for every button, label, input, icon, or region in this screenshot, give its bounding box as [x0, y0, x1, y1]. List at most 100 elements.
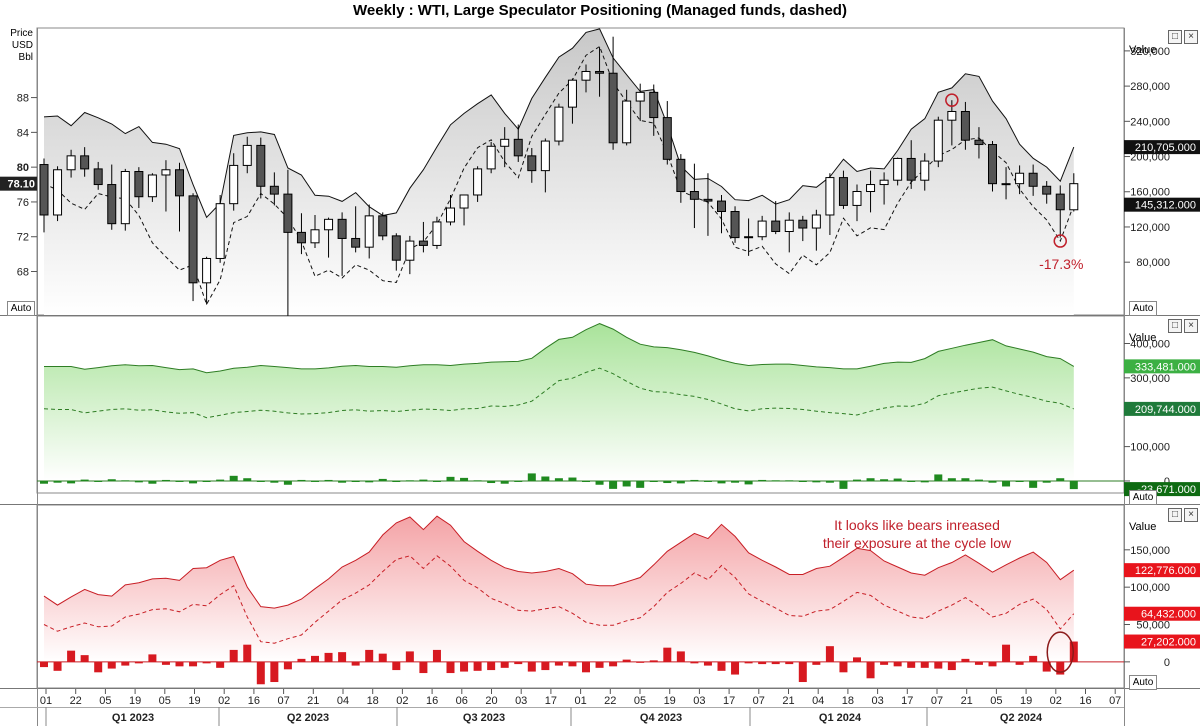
auto-scale-left-button[interactable]: Auto [7, 301, 35, 316]
short-change-bar [80, 655, 89, 662]
candle-body [66, 155, 76, 171]
date-tick-label: 04 [812, 695, 824, 707]
long-change-bar [351, 480, 360, 483]
date-tick-label: 03 [693, 695, 705, 707]
date-tick-label: 06 [456, 695, 468, 707]
long-change-bar [758, 479, 767, 481]
long-change-bar [229, 475, 238, 481]
long-change-bar [825, 480, 834, 483]
candle-body [147, 174, 157, 198]
date-tick-label: 07 [753, 695, 765, 707]
cycle-low-ellipse [1046, 631, 1074, 673]
short-change-bar [554, 661, 563, 666]
candle-body [784, 219, 794, 233]
date-tick-label: 21 [961, 695, 973, 707]
unit-label: Bbl [18, 52, 33, 63]
long-change-bar [80, 479, 89, 481]
long-change-bar [514, 480, 523, 482]
long-value-tag [1124, 359, 1200, 374]
short-tick-label: 0 [1164, 657, 1170, 669]
long-change-bar [649, 480, 658, 483]
date-tick-label: 07 [1109, 695, 1121, 707]
long-change-bar [311, 480, 319, 482]
short-change-bar [229, 649, 238, 662]
candle-body [432, 221, 442, 246]
candle-body [730, 211, 740, 239]
maximize-pane-icon[interactable]: □ [1168, 319, 1182, 333]
short-change-bar [663, 647, 672, 662]
date-tick-label: 18 [842, 695, 854, 707]
short-change-bar [473, 661, 482, 671]
candle-body [1069, 183, 1079, 211]
maximize-pane-icon[interactable]: □ [1168, 508, 1182, 522]
short-change-bar [514, 661, 523, 665]
candle-body [933, 119, 943, 162]
date-tick-label: 16 [248, 695, 260, 707]
short-change-bar [934, 661, 943, 669]
short-change-bar [121, 661, 130, 666]
short-change-bar [500, 661, 509, 668]
candle-body [1042, 185, 1052, 195]
short-change-bar [148, 654, 157, 662]
auto-scale-long-button[interactable]: Auto [1129, 490, 1157, 505]
value-tick-label: 280,000 [1130, 81, 1170, 93]
short-value-tag [1124, 606, 1200, 621]
short-change-bar [812, 661, 821, 665]
long-change-bar [189, 480, 198, 484]
long-change-bar [703, 480, 712, 482]
short-change-bar [283, 661, 292, 670]
long-change-bar [636, 480, 645, 488]
close-pane-icon[interactable]: × [1184, 319, 1198, 333]
auto-scale-price-button[interactable]: Auto [1129, 301, 1157, 316]
candle-body [960, 110, 970, 141]
long-change-bar [40, 480, 48, 484]
short-change-bar [703, 661, 712, 666]
candle-body [418, 240, 428, 246]
candle-body [866, 184, 876, 193]
short-change-bar [324, 652, 333, 662]
price-tick-label: 88 [17, 93, 29, 105]
short-change-bar [351, 661, 360, 666]
long-change-bar [717, 480, 726, 484]
long-total-line [44, 323, 1075, 374]
short-change-bar [365, 649, 374, 662]
long-change-bar [541, 476, 550, 481]
short-change-bar [94, 661, 103, 673]
auto-scale-short-button[interactable]: Auto [1129, 675, 1157, 690]
short-change-bar [1056, 661, 1065, 675]
candle-body [825, 177, 835, 216]
date-tick-label: 01 [574, 695, 586, 707]
long-tick-label: 100,000 [1130, 442, 1170, 454]
long-change-bar [405, 480, 414, 482]
long-change-bar [392, 480, 401, 483]
candle-body [608, 72, 618, 144]
close-pane-icon[interactable]: × [1184, 508, 1198, 522]
short-change-bar [947, 661, 956, 671]
short-change-bar [1002, 644, 1011, 662]
long-change-bar [365, 480, 374, 483]
long-change-bar [297, 479, 306, 481]
candle-body [93, 168, 103, 186]
candle-body [649, 91, 659, 119]
candle-body [513, 138, 523, 157]
short-change-bar [1042, 661, 1051, 672]
candle-body [893, 157, 903, 181]
date-tick-label: 19 [129, 695, 141, 707]
value-tick-label: 120,000 [1130, 222, 1170, 234]
long-change-bar [527, 473, 536, 481]
long-change-bar [907, 480, 916, 482]
candle-body [324, 218, 334, 231]
short-tick-label: 50,000 [1136, 620, 1170, 632]
value-tick-label: 240,000 [1130, 116, 1170, 128]
close-pane-icon[interactable]: × [1184, 30, 1198, 44]
candle-body [595, 70, 605, 74]
date-tick-label: 05 [159, 695, 171, 707]
candle-body [988, 144, 997, 185]
long-change-bar [161, 479, 170, 481]
short-change-bar [636, 661, 645, 663]
long-change-bar [1029, 480, 1038, 488]
maximize-pane-icon[interactable]: □ [1168, 30, 1182, 44]
candle-body [906, 157, 916, 181]
long-change-bar [473, 480, 482, 482]
long-change-bar [582, 480, 590, 483]
